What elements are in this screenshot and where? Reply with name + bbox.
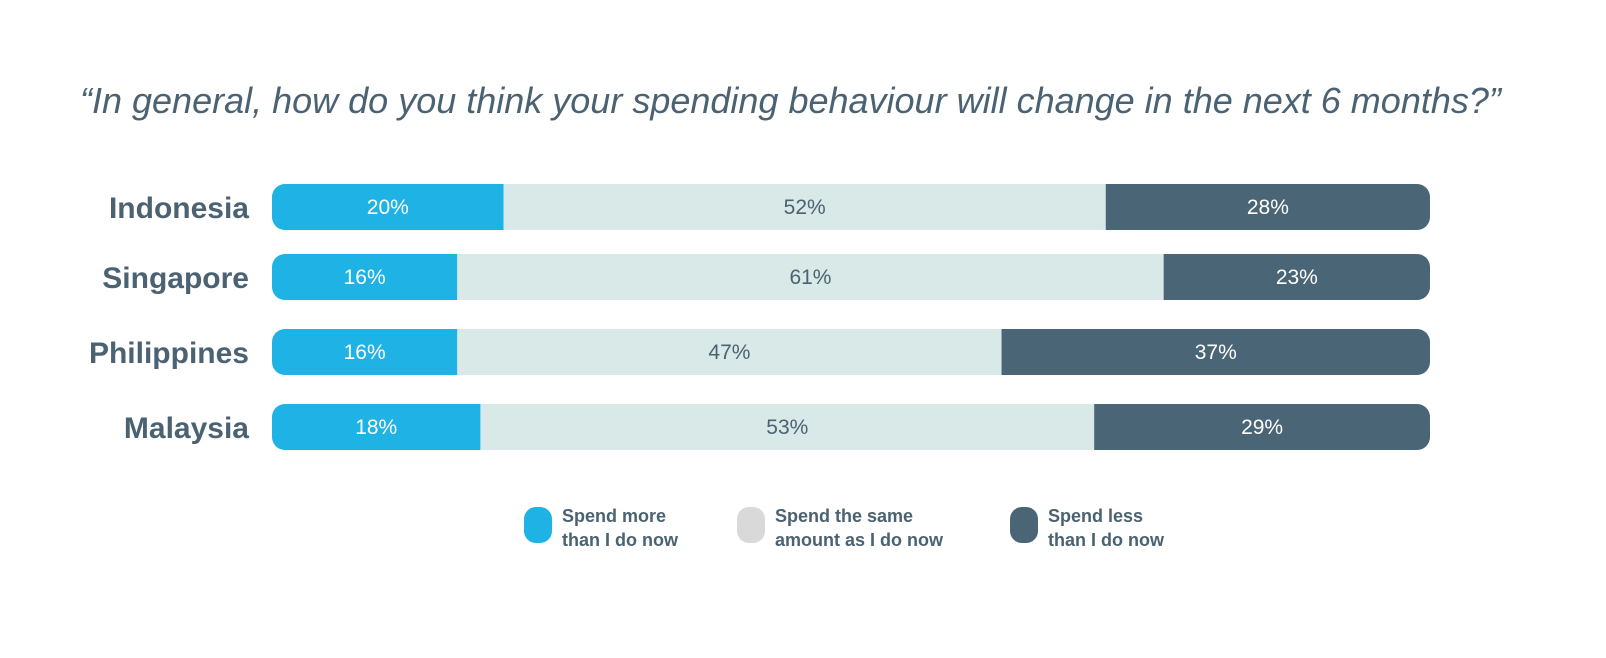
category-label-malaysia: Malaysia xyxy=(124,412,249,445)
legend-swatch-spend-same xyxy=(737,507,765,543)
value-label-malaysia-spend-the-same-amount-as-i-do-now: 53% xyxy=(766,416,808,439)
value-label-indonesia-spend-the-same-amount-as-i-do-now: 52% xyxy=(784,196,826,219)
stacked-bar-chart: Indonesia 20% 52% 28% Singapore 16% 61% 23% Phil… xyxy=(89,184,1430,450)
bar-indonesia-spend-the-same-amount-as-i-do-now xyxy=(503,184,1106,230)
value-label-malaysia-spend-more-than-i-do-now: 18% xyxy=(355,416,397,439)
legend-item-spend-less: Spend less than I do now xyxy=(1010,504,1164,552)
legend-label-line: Spend more xyxy=(562,506,667,526)
bar-malaysia-spend-more-than-i-do-now xyxy=(272,404,481,450)
bar-singapore-spend-the-same-amount-as-i-do-now xyxy=(457,254,1164,300)
bar-malaysia-spend-less-than-i-do-now xyxy=(1094,404,1430,450)
legend-label-spend-same: Spend the same amount as I do now xyxy=(775,504,943,552)
category-label-philippines: Philippines xyxy=(89,337,249,370)
legend-label-line: than I do now xyxy=(562,530,678,550)
value-label-singapore-spend-the-same-amount-as-i-do-now: 61% xyxy=(789,266,831,289)
legend-label-line: Spend the same xyxy=(775,506,914,526)
value-label-malaysia-spend-less-than-i-do-now: 29% xyxy=(1241,416,1283,439)
legend-swatch-spend-more xyxy=(524,507,552,543)
category-label-singapore: Singapore xyxy=(102,262,249,295)
category-label-indonesia: Indonesia xyxy=(109,192,249,225)
legend-label-spend-more: Spend more than I do now xyxy=(562,504,678,552)
bar-philippines-spend-the-same-amount-as-i-do-now xyxy=(457,329,1002,375)
legend-label-line: than I do now xyxy=(1048,530,1164,550)
value-label-singapore-spend-more-than-i-do-now: 16% xyxy=(344,266,386,289)
bar-indonesia-spend-more-than-i-do-now xyxy=(272,184,504,230)
chart-legend: Spend more than I do now Spend the same … xyxy=(0,504,1606,564)
value-label-indonesia-spend-more-than-i-do-now: 20% xyxy=(367,196,409,219)
legend-item-spend-same: Spend the same amount as I do now xyxy=(737,504,943,552)
legend-label-line: Spend less xyxy=(1048,506,1144,526)
bar-philippines-spend-more-than-i-do-now xyxy=(272,329,458,375)
value-label-philippines-spend-the-same-amount-as-i-do-now: 47% xyxy=(708,341,750,364)
legend-label-line: amount as I do now xyxy=(775,530,944,550)
bar-philippines-spend-less-than-i-do-now xyxy=(1001,329,1430,375)
chart-title: “In general, how do you think your spend… xyxy=(80,80,1501,121)
value-label-singapore-spend-less-than-i-do-now: 23% xyxy=(1276,266,1318,289)
value-label-philippines-spend-more-than-i-do-now: 16% xyxy=(344,341,386,364)
value-label-indonesia-spend-less-than-i-do-now: 28% xyxy=(1247,196,1289,219)
bar-singapore-spend-less-than-i-do-now xyxy=(1163,254,1430,300)
legend-label-spend-less: Spend less than I do now xyxy=(1048,504,1164,552)
legend-item-spend-more: Spend more than I do now xyxy=(524,504,678,552)
legend-swatch-spend-less xyxy=(1010,507,1038,543)
bar-singapore-spend-more-than-i-do-now xyxy=(272,254,458,300)
bar-malaysia-spend-the-same-amount-as-i-do-now xyxy=(480,404,1095,450)
bar-indonesia-spend-less-than-i-do-now xyxy=(1105,184,1430,230)
value-label-philippines-spend-less-than-i-do-now: 37% xyxy=(1195,341,1237,364)
